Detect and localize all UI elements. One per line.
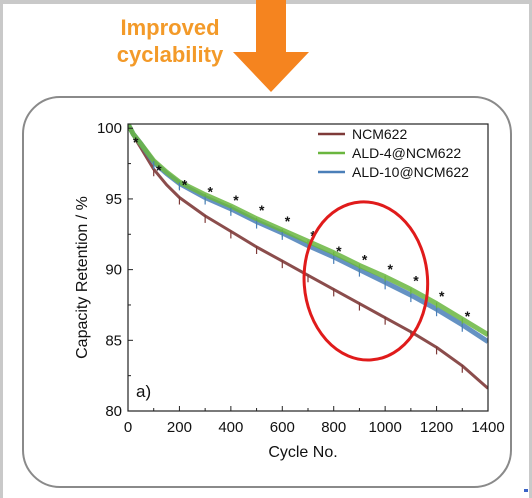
- x-tick-label: 1400: [471, 419, 504, 436]
- y-tick-label: 90: [105, 262, 122, 279]
- asterisk-marker: *: [465, 308, 471, 324]
- x-axis-title: Cycle No.: [268, 444, 337, 461]
- legend-label-2: ALD-4@NCM622: [352, 145, 461, 161]
- asterisk-marker: *: [133, 134, 139, 150]
- x-tick-label: 1000: [368, 419, 401, 436]
- asterisk-marker: *: [362, 251, 368, 267]
- plot-area: [128, 124, 488, 390]
- legend-label-3: ALD-10@NCM622: [352, 164, 469, 180]
- y-tick-label: 95: [105, 191, 122, 208]
- series-line-1: [128, 124, 488, 390]
- series-line-2: [128, 124, 488, 337]
- x-tick-label: 800: [321, 419, 346, 436]
- x-tick-label: 0: [124, 419, 132, 436]
- improved-cyclability-banner: Improved cyclability: [95, 14, 245, 68]
- asterisk-marker: *: [259, 202, 265, 218]
- highlight-ellipse: [302, 200, 430, 362]
- y-tick-label: 85: [105, 332, 122, 349]
- asterisk-marker: *: [233, 192, 239, 208]
- banner-line-1: Improved: [120, 15, 220, 40]
- y-tick-label: 100: [97, 120, 122, 137]
- x-tick-label: 1200: [420, 419, 453, 436]
- y-tick-label: 80: [105, 403, 122, 420]
- edge-mark: [524, 489, 528, 492]
- banner-line-2: cyclability: [116, 42, 224, 67]
- x-tick-label: 400: [218, 419, 243, 436]
- x-tick-label: 200: [167, 419, 192, 436]
- asterisk-marker: *: [208, 183, 214, 199]
- asterisk-marker: *: [285, 213, 291, 229]
- y-axis-title: Capacity Retention / %: [74, 196, 91, 359]
- asterisk-marker: *: [439, 288, 445, 304]
- down-arrow-icon: [233, 0, 309, 92]
- asterisk-marker: *: [182, 176, 188, 192]
- x-tick-label: 600: [270, 419, 295, 436]
- asterisk-marker: *: [156, 162, 162, 178]
- panel-label: a): [136, 382, 151, 401]
- asterisk-marker: *: [336, 243, 342, 259]
- legend-label-1: NCM622: [352, 126, 407, 142]
- asterisk-marker: *: [413, 273, 419, 289]
- asterisk-marker: *: [388, 261, 394, 277]
- left-frame-border: [0, 0, 3, 498]
- chart-card: [22, 96, 512, 488]
- right-frame-border: [529, 0, 532, 498]
